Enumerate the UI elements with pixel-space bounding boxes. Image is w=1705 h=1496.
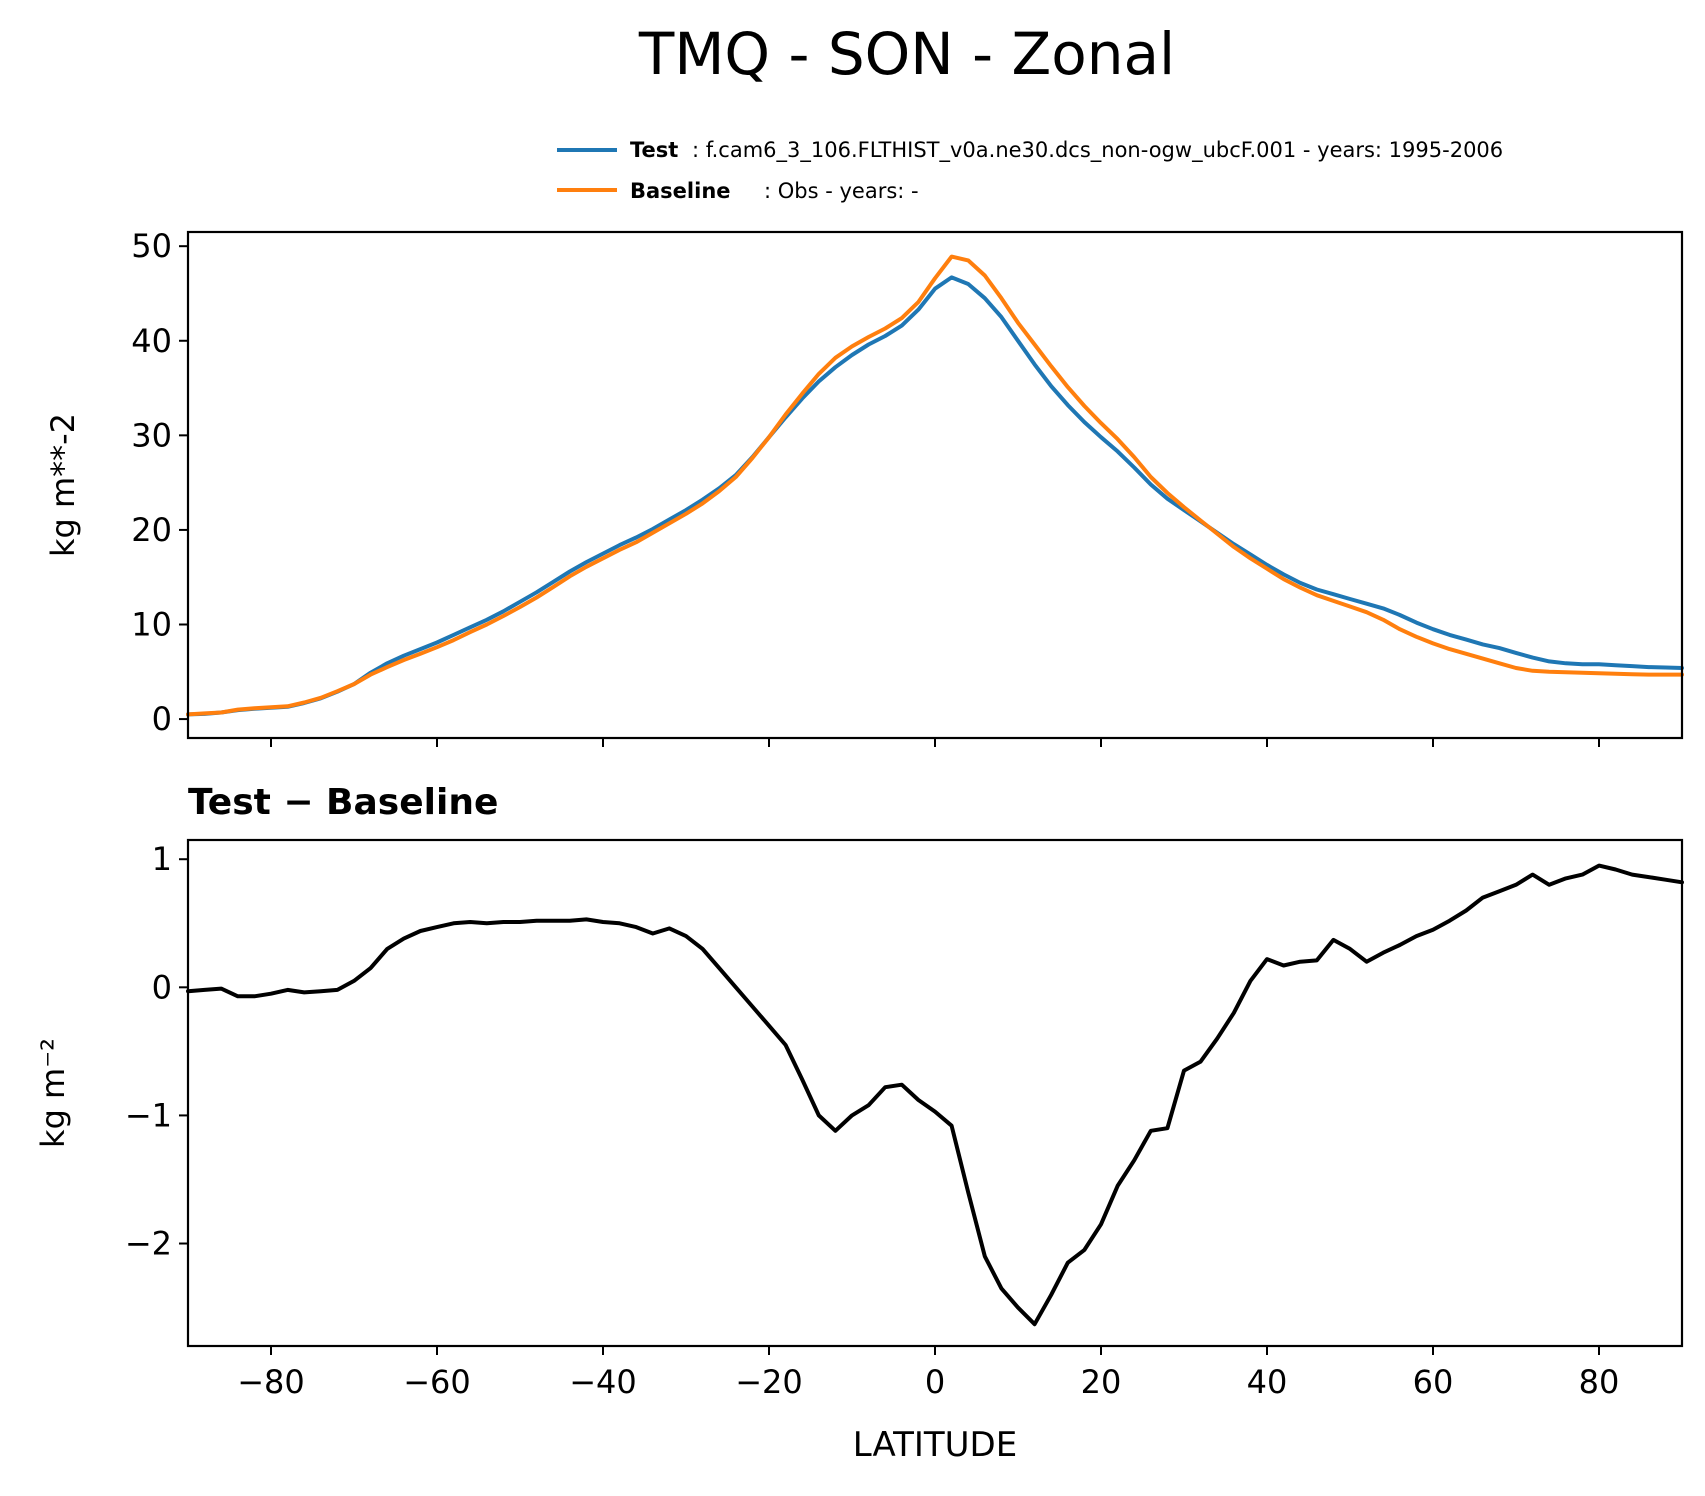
legend-test-text: : f.cam6_3_106.FLTHIST_v0a.ne30.dcs_non-… <box>692 138 1503 163</box>
bottom-x-tick-label: 60 <box>1413 1363 1454 1401</box>
bottom-x-tick-label: −80 <box>237 1363 305 1401</box>
bottom-y-axis-label: kg m⁻² <box>34 1038 72 1148</box>
top-y-tick-label: 30 <box>131 416 172 454</box>
top-y-tick-label: 0 <box>152 700 172 738</box>
bottom-y-tick-label: 1 <box>152 840 172 878</box>
bottom-x-tick-label: −40 <box>569 1363 637 1401</box>
top-y-tick-label: 40 <box>131 322 172 360</box>
legend: Test : f.cam6_3_106.FLTHIST_v0a.ne30.dcs… <box>557 138 1503 203</box>
bottom-x-tick-label: 40 <box>1247 1363 1288 1401</box>
bottom-x-tick-label: 0 <box>925 1363 945 1401</box>
top-y-axis-label: kg m**-2 <box>44 413 82 557</box>
top-series-line-baseline <box>186 254 1684 717</box>
bottom-panel-title: Test − Baseline <box>188 782 498 823</box>
bottom-y-tick-label: −1 <box>125 1096 172 1134</box>
top-series-line-test <box>186 275 1684 717</box>
top-axes-frame <box>186 230 1684 740</box>
bottom-y-tick-label: −2 <box>125 1225 172 1263</box>
top-y-tick-label: 10 <box>131 606 172 644</box>
legend-baseline-label: Baseline <box>630 179 731 203</box>
top-y-tick-label: 20 <box>131 511 172 549</box>
figure-title: TMQ - SON - Zonal <box>638 20 1175 88</box>
bottom-series-line-difference <box>186 863 1684 1327</box>
bottom-y-tick-label: 0 <box>152 968 172 1006</box>
bottom-x-tick-label: 20 <box>1081 1363 1122 1401</box>
bottom-x-tick-label: −20 <box>735 1363 803 1401</box>
legend-test-label: Test <box>630 138 678 162</box>
bottom-x-tick-label: −60 <box>403 1363 471 1401</box>
legend-baseline-text: : Obs - years: - <box>764 179 919 203</box>
x-axis-label: LATITUDE <box>853 1425 1017 1465</box>
bottom-panel: Test − Baseline −2 −1 0 1 −80 −60 −40 −20 0 20 40… <box>34 782 1684 1465</box>
top-y-tick-label: 50 <box>131 227 172 265</box>
bottom-x-tick-label: 80 <box>1579 1363 1620 1401</box>
top-panel: 0 10 20 30 40 50 kg m**-2 <box>44 227 1684 747</box>
